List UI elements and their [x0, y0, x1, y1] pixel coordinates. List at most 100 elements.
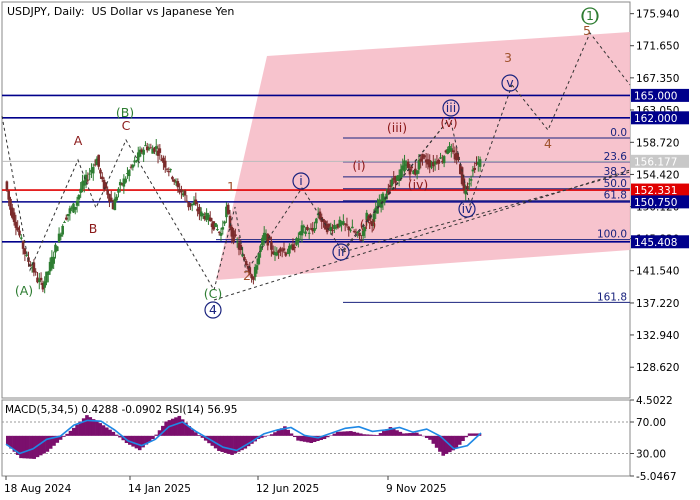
- macd-bar: [111, 431, 116, 436]
- candle-body: [246, 265, 250, 269]
- candle-body: [381, 193, 385, 204]
- candle-body: [318, 211, 322, 220]
- candle-body: [419, 158, 423, 162]
- candle-body: [36, 277, 39, 283]
- macd-bar: [68, 430, 73, 436]
- macd-bar: [312, 435, 317, 443]
- candle-body: [268, 236, 271, 240]
- macd-bar: [415, 432, 419, 436]
- level-badge-label: 152.331: [634, 185, 677, 197]
- level-badge: [631, 195, 689, 209]
- candle-body: [293, 247, 297, 249]
- candle-body: [219, 233, 223, 236]
- candle-body: [311, 227, 315, 232]
- candle-body: [378, 199, 381, 207]
- candle-body: [163, 160, 167, 168]
- candle-body: [358, 232, 361, 236]
- candle-body: [32, 262, 36, 273]
- level-badge-label: 162.000: [634, 113, 677, 125]
- candle-body: [201, 213, 205, 216]
- candle-body: [111, 202, 115, 210]
- macd-bar: [263, 435, 267, 437]
- candle-body: [149, 147, 153, 149]
- macd-bar: [114, 434, 119, 436]
- candle-body: [61, 225, 64, 235]
- candle-body: [140, 149, 144, 153]
- candle-body: [415, 170, 419, 175]
- candle-body: [325, 224, 329, 233]
- candle-body: [304, 231, 307, 234]
- macd-bar: [401, 433, 406, 436]
- candle-body: [34, 271, 37, 273]
- candle-body: [153, 147, 156, 152]
- candle-body: [127, 170, 131, 177]
- macd-bar: [38, 435, 43, 456]
- candle-body: [162, 157, 165, 163]
- macd-bar: [411, 432, 416, 436]
- candle-body: [91, 167, 95, 174]
- macd-bar: [118, 435, 122, 438]
- macd-bar: [62, 435, 66, 437]
- macd-bar: [141, 435, 145, 448]
- level-badge-label: 165.000: [634, 90, 677, 102]
- candle-body: [345, 224, 349, 226]
- candle-body: [45, 271, 48, 283]
- candle-body: [464, 190, 468, 195]
- candle-body: [205, 212, 208, 221]
- candle-body: [284, 252, 288, 256]
- candle-body: [190, 203, 194, 206]
- candle-body: [90, 169, 93, 173]
- level-badge-label: 145.408: [634, 237, 677, 249]
- macd-bar: [342, 431, 347, 436]
- candle-body: [261, 237, 264, 246]
- candles: [5, 138, 482, 294]
- macd-bar: [398, 431, 403, 436]
- macd-bar: [167, 420, 172, 436]
- level-badge: [631, 235, 689, 249]
- candle-body: [466, 186, 469, 189]
- macd-bar: [451, 435, 455, 451]
- macd-bar: [203, 435, 208, 441]
- candle-body: [387, 188, 390, 194]
- macd-bar: [322, 435, 327, 440]
- candle-body: [397, 175, 401, 182]
- candle-body: [7, 191, 10, 200]
- indicator-pane-frame: [1, 399, 631, 477]
- candle-body: [298, 231, 302, 235]
- macd-bar: [302, 435, 307, 442]
- wave-label: 1: [227, 179, 235, 194]
- macd-value: 0.4288: [81, 404, 119, 416]
- macd-bar: [269, 434, 274, 436]
- candle-body: [102, 179, 106, 189]
- rsi-value: 56.95: [207, 404, 238, 416]
- macd-bar: [395, 430, 399, 436]
- macd-bar: [372, 434, 376, 436]
- current-price-label: 156.177: [634, 156, 677, 168]
- macd-bar: [444, 435, 449, 454]
- candle-body: [160, 159, 163, 161]
- wave-label: (1): [581, 8, 599, 23]
- macd-bar: [434, 435, 439, 448]
- macd-bar: [345, 431, 350, 436]
- candle-body: [313, 227, 316, 231]
- candle-body: [189, 203, 192, 207]
- candle-body: [423, 155, 426, 158]
- candle-body: [66, 213, 70, 217]
- macd-bar: [240, 435, 244, 451]
- macd-bar: [131, 435, 135, 447]
- candle-body: [428, 160, 432, 168]
- candle-body: [333, 225, 336, 229]
- macd-bar: [223, 435, 228, 453]
- macd-bar: [12, 435, 17, 452]
- macd-bar: [378, 433, 383, 436]
- macd-bar: [309, 435, 314, 443]
- candle-body: [70, 207, 73, 209]
- candle-body: [46, 271, 50, 275]
- candle-body: [147, 147, 151, 150]
- macd-bar: [319, 435, 323, 441]
- macd-bar: [368, 434, 373, 436]
- candle-body: [216, 229, 219, 231]
- candle-body: [5, 181, 9, 190]
